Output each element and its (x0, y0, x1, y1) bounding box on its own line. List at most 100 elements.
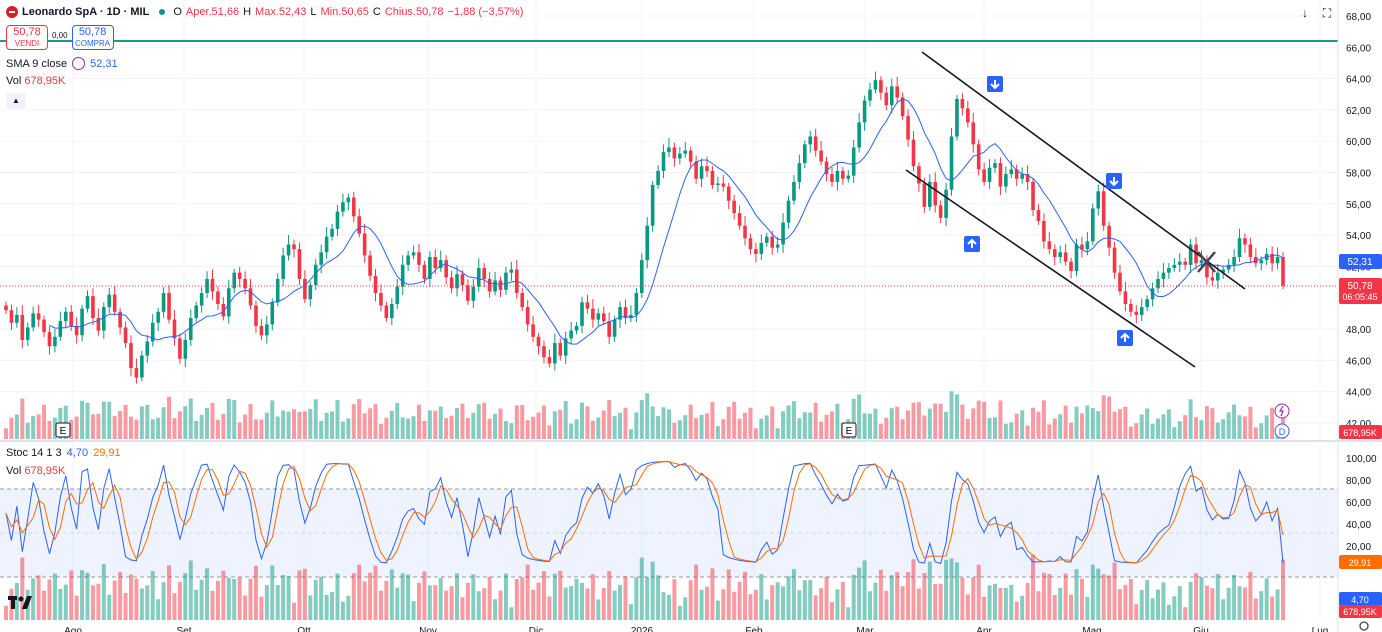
candle (759, 234, 764, 260)
candle (808, 130, 813, 153)
buy-button[interactable]: 50,78 COMPRA (71, 25, 114, 50)
buy-label: COMPRA (75, 39, 111, 48)
candle (330, 223, 334, 241)
volume-bar (194, 589, 199, 620)
candle (265, 315, 269, 344)
volume-bar (634, 412, 639, 439)
volume-bar (1226, 412, 1231, 439)
tradingview-logo-icon[interactable] (8, 596, 32, 615)
volume-bar (253, 419, 258, 439)
candle (411, 245, 416, 260)
volume-bar (1253, 598, 1258, 620)
volume-bar (188, 560, 193, 620)
arrow-down-icon[interactable]: ↓ (1302, 6, 1308, 20)
volume-bar (688, 404, 693, 439)
candle (1254, 248, 1258, 268)
sma-settings-icon[interactable] (72, 57, 86, 70)
volume-bar (156, 599, 161, 620)
volume-bar (677, 420, 682, 439)
volume-bar (797, 418, 802, 439)
candle (226, 279, 231, 324)
volume-bar (726, 406, 731, 439)
stoch-legend[interactable]: Stoc 14 1 3 4,70 29,91 (6, 447, 121, 459)
volume-legend[interactable]: Vol 678,95K (6, 75, 65, 87)
volume-bar (150, 419, 155, 439)
gear-icon[interactable] (1359, 621, 1369, 631)
flash-icon[interactable] (1274, 403, 1290, 419)
buy-signal-arrow[interactable] (1117, 330, 1133, 346)
collapse-legend-button[interactable]: ▲ (6, 93, 26, 109)
fullscreen-icon[interactable]: ⛶ (1322, 6, 1332, 20)
volume-bar (960, 577, 965, 620)
price-tick-label: 64,00 (1346, 75, 1371, 86)
price-axis[interactable]: 68,00 66,00 64,00 62,00 60,00 58,00 56,00 54,00… (1346, 12, 1371, 430)
volume-bar (308, 595, 313, 620)
price-tick-label: 42,00 (1346, 419, 1371, 430)
candle (694, 155, 698, 184)
volume-bar (1069, 594, 1074, 620)
channel-upper-line[interactable] (921, 51, 1246, 290)
volume-bar (1009, 584, 1014, 620)
volume-bar (525, 420, 530, 439)
candle (841, 167, 845, 185)
volume-bar (607, 571, 612, 620)
sell-signal-arrow[interactable] (987, 76, 1003, 92)
volume-bar (547, 596, 552, 620)
candle (645, 217, 650, 269)
volume-bar (704, 586, 709, 620)
candle (444, 255, 448, 285)
volume-bar (85, 402, 90, 439)
time-axis[interactable]: Ago Set Ott Nov Dic 2026 Feb Mar Apr Mag Giu Lug (64, 626, 1328, 632)
buy-signal-arrow[interactable] (964, 236, 980, 252)
sell-signal-arrow[interactable] (1106, 173, 1122, 189)
stoch-axis[interactable]: 100,00 80,00 60,00 40,00 20,00 (1346, 454, 1377, 553)
volume2-badge: 678,95K (1339, 605, 1382, 618)
volume-bar (1215, 422, 1220, 439)
volume-bar (286, 576, 291, 620)
volume-bar (215, 580, 220, 620)
symbol-title[interactable]: Leonardo SpA · 1D · MIL (22, 6, 150, 18)
volume2-legend[interactable]: Vol 678,95K (6, 465, 65, 477)
volume-bar (1025, 425, 1030, 439)
volume-bar (748, 407, 753, 439)
earnings-marker[interactable]: E (841, 422, 857, 438)
dividend-marker[interactable]: D (1274, 423, 1290, 439)
candle (525, 300, 530, 332)
volume-bar (1156, 589, 1161, 620)
price-tick-label: 62,00 (1346, 106, 1371, 117)
volume-bar (96, 583, 101, 620)
time-tick-label: Mar (856, 626, 874, 632)
candle (1210, 270, 1215, 286)
volume-bar (938, 403, 943, 439)
volume-bar (275, 585, 280, 620)
sell-button[interactable]: 50,78 VENDI (6, 25, 48, 50)
candle (80, 304, 84, 342)
volume-bar (340, 601, 345, 620)
volume-bar (1003, 587, 1008, 620)
volume-bar (878, 569, 883, 620)
candle (1025, 165, 1030, 191)
volume-bar (998, 588, 1003, 620)
volume-bar (618, 584, 623, 620)
volume-bar (226, 577, 231, 620)
candle (515, 259, 519, 300)
volume-bar (205, 407, 210, 439)
volume-bar (764, 415, 769, 439)
time-tick-label: Nov (419, 626, 437, 632)
volume-bar (552, 573, 557, 620)
volume-bar (324, 595, 329, 620)
volume-bar (1194, 417, 1199, 439)
candle (987, 159, 992, 190)
sma-legend[interactable]: SMA 9 close 52,31 (6, 57, 118, 70)
earnings-marker[interactable]: E (55, 422, 71, 438)
candle (1134, 305, 1139, 324)
candle (1243, 233, 1247, 253)
candle (764, 232, 769, 247)
candle (178, 333, 182, 364)
volume-bar (1156, 418, 1161, 439)
volume-bar (666, 409, 671, 439)
volume-bar (1090, 408, 1095, 439)
channel-lower-line[interactable] (905, 169, 1196, 368)
volume-bar (210, 402, 215, 439)
